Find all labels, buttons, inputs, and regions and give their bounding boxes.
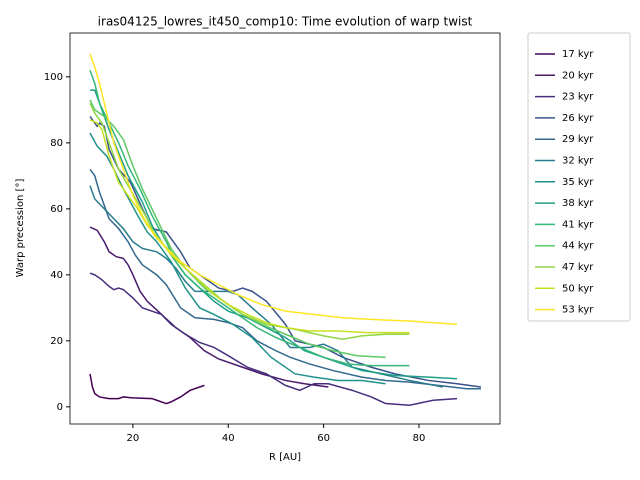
series-line <box>89 70 410 367</box>
series-line <box>89 272 458 406</box>
legend-label: 47 kyr <box>562 262 594 273</box>
legend-label: 44 kyr <box>562 241 594 252</box>
y-axis-label: Warp precession [°] <box>15 179 26 278</box>
legend-box <box>527 32 631 322</box>
y-tick-label: 40 <box>50 270 63 281</box>
series-line <box>89 373 205 405</box>
x-tick-label: 60 <box>317 433 330 444</box>
y-tick-label: 80 <box>50 138 63 149</box>
y-tick-label: 20 <box>50 336 63 347</box>
legend-label: 53 kyr <box>562 305 594 316</box>
series-line <box>89 168 481 390</box>
plot-frame <box>69 32 501 425</box>
series-line <box>89 53 458 326</box>
series-line <box>89 119 410 334</box>
legend-label: 17 kyr <box>562 49 594 60</box>
legend-label: 35 kyr <box>562 177 594 188</box>
legend-label: 38 kyr <box>562 198 594 209</box>
legend-label: 23 kyr <box>562 92 594 103</box>
series-line <box>89 226 329 388</box>
series-line <box>89 116 482 388</box>
legend-label: 41 kyr <box>562 219 594 230</box>
x-tick-label: 40 <box>222 433 235 444</box>
legend-label: 20 kyr <box>562 70 594 81</box>
legend-label: 26 kyr <box>562 113 594 124</box>
legend-label: 50 kyr <box>562 283 594 294</box>
legend-label: 32 kyr <box>562 156 594 167</box>
x-axis-label: R [AU] <box>269 452 301 463</box>
x-tick-label: 20 <box>127 433 140 444</box>
y-tick-label: 60 <box>50 204 63 215</box>
chart-title: iras04125_lowres_it450_comp10: Time evol… <box>98 15 473 29</box>
y-tick-label: 100 <box>44 72 63 83</box>
series-line <box>89 99 386 359</box>
y-tick-label: 0 <box>57 402 63 413</box>
x-tick-label: 80 <box>413 433 426 444</box>
legend-label: 29 kyr <box>562 134 594 145</box>
